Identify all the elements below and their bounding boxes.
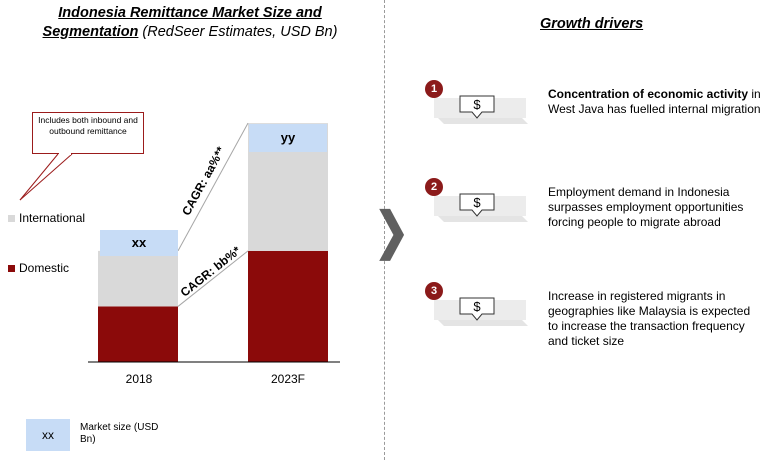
svg-text:$: $	[473, 299, 481, 314]
svg-text:$: $	[473, 97, 481, 112]
driver-text: Concentration of economic activity in We…	[548, 87, 763, 117]
dollar-bill-icon: $	[434, 297, 528, 326]
cagr-label-domestic: CAGR: bb%*	[178, 243, 244, 299]
legend-international: International	[8, 211, 85, 225]
market-size-legend-box: xx	[26, 419, 70, 451]
cagr-label-international: CAGR: aa%**	[179, 144, 228, 218]
chart-title: Indonesia Remittance Market Size and Seg…	[10, 4, 370, 42]
driver-text-body: in West Java has fuelled internal migrat…	[548, 87, 761, 116]
x-tick-2018: 2018	[125, 372, 153, 386]
title-line-1: Indonesia Remittance Market Size and	[58, 5, 322, 21]
driver-text-body: Increase in registered migrants in geogr…	[548, 289, 751, 348]
callout-pointer	[19, 153, 73, 201]
legend-international-label: International	[19, 211, 86, 225]
driver-number-badge: 3	[425, 282, 443, 300]
driver-text-body: Employment demand in Indonesia surpasses…	[548, 185, 744, 229]
legend-domestic-label: Domestic	[19, 261, 70, 275]
section-divider	[384, 0, 385, 460]
growth-drivers-title: Growth drivers	[540, 16, 644, 32]
driver-number-badge: 1	[425, 80, 443, 98]
x-tick-2023F: 2023F	[270, 372, 306, 386]
dollar-bill-icon: $	[434, 193, 528, 222]
title-line-2-rest: (RedSeer Estimates, USD Bn)	[138, 24, 338, 40]
total-label-2023F: yy	[249, 124, 327, 152]
bar-domestic-2018	[98, 306, 178, 362]
cagr-connector-international	[177, 122, 249, 252]
bar-domestic-2023F	[248, 250, 328, 362]
driver-text-bold: Concentration of economic activity	[548, 87, 749, 101]
legend-international-swatch	[8, 215, 15, 222]
title-line-2-bold: Segmentation	[42, 24, 139, 40]
callout-note: Includes both inbound and outbound remit…	[32, 112, 144, 154]
legend-domestic-swatch	[8, 265, 15, 272]
bar-international-2018	[98, 250, 178, 307]
dollar-bill-icon: $	[434, 95, 528, 124]
driver-text: Employment demand in Indonesia surpasses…	[548, 185, 763, 230]
stacked-bar-chart: CAGR: aa%** CAGR: bb%*	[88, 122, 340, 363]
legend-domestic: Domestic	[8, 261, 69, 275]
cagr-connector-domestic	[177, 250, 249, 307]
driver-number-badge: 2	[425, 178, 443, 196]
total-label-2018: xx	[100, 230, 178, 256]
market-size-legend-label: Market size (USD Bn)	[80, 422, 159, 445]
svg-text:$: $	[473, 195, 481, 210]
chevron-right-icon: ❯	[374, 202, 410, 259]
driver-text: Increase in registered migrants in geogr…	[548, 289, 763, 349]
